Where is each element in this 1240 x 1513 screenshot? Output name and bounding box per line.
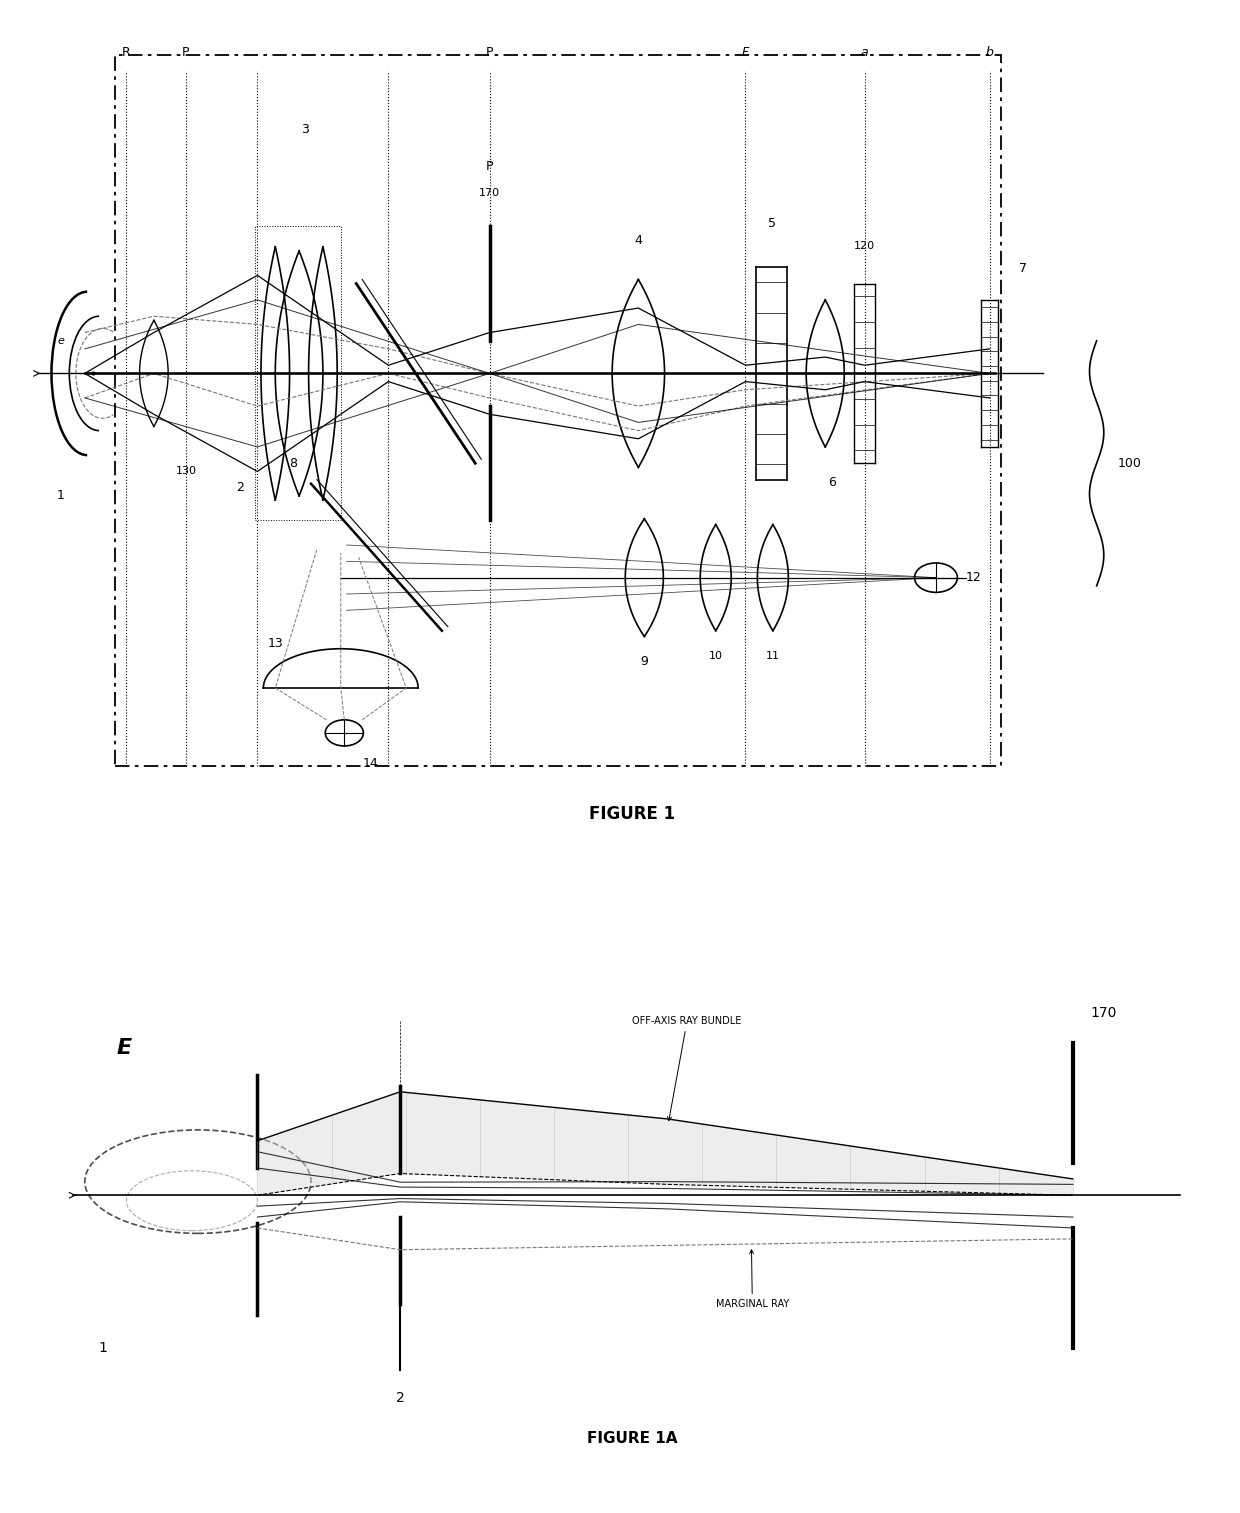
Text: P: P [486,45,494,59]
Text: 4: 4 [635,235,642,247]
Text: R: R [122,45,131,59]
Polygon shape [258,1092,1073,1195]
Text: P: P [182,45,190,59]
Text: 11: 11 [766,651,780,661]
Text: FIGURE 1A: FIGURE 1A [588,1431,677,1446]
Text: 5: 5 [768,218,776,230]
Text: 7: 7 [1019,262,1027,275]
Text: FIGURE 1: FIGURE 1 [589,805,676,823]
Text: 100: 100 [1118,457,1142,469]
Text: 170: 170 [1091,1006,1117,1020]
Text: e: e [57,336,64,346]
Text: 130: 130 [176,466,196,477]
Text: F: F [742,45,749,59]
Text: MARGINAL RAY: MARGINAL RAY [715,1250,789,1309]
Text: a: a [861,45,868,59]
Text: 6: 6 [828,475,836,489]
Text: E: E [117,1038,131,1058]
Text: 120: 120 [854,241,875,251]
Text: 2: 2 [236,481,243,495]
Text: 13: 13 [268,637,283,649]
Text: 3: 3 [301,124,309,136]
Text: P: P [486,160,494,174]
Text: OFF-AXIS RAY BUNDLE: OFF-AXIS RAY BUNDLE [632,1015,742,1121]
Text: 2: 2 [396,1392,404,1406]
Text: 1: 1 [98,1341,107,1354]
Bar [114,54,1002,766]
Text: 9: 9 [640,655,649,669]
Text: 14: 14 [362,758,378,770]
Text: b: b [986,45,993,59]
Text: 8: 8 [289,457,298,469]
Text: 1: 1 [57,490,64,502]
Text: 12: 12 [966,572,982,584]
Text: 10: 10 [709,651,723,661]
Bar [255,227,341,520]
Text: 170: 170 [479,188,500,198]
